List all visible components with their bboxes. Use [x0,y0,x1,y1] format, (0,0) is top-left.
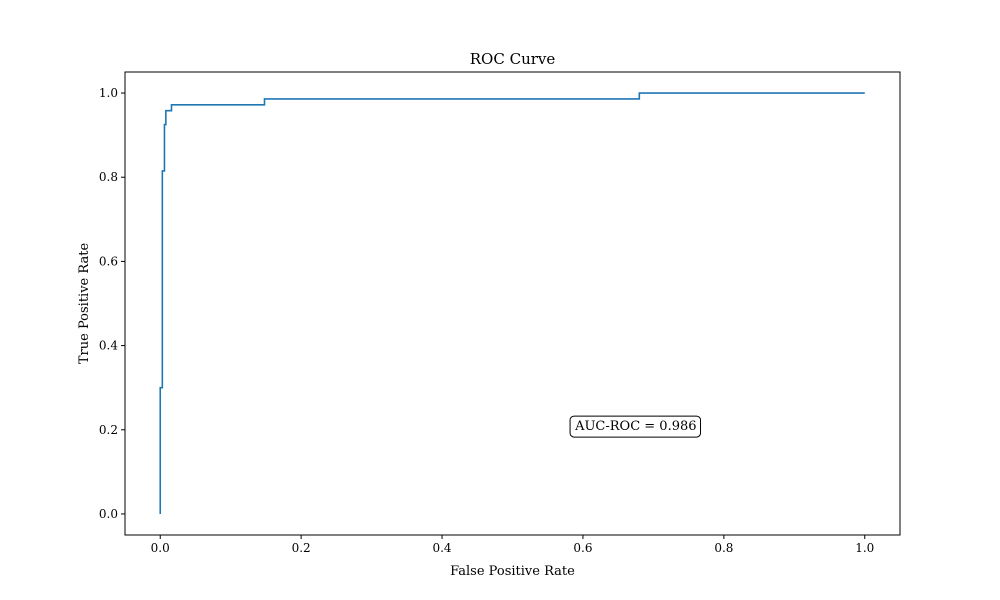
x-axis-label: False Positive Rate [450,564,575,579]
y-tick-label: 0.8 [99,170,118,184]
series-layer [159,92,865,514]
roc-curve-line [159,92,865,514]
x-tick-label: 0.6 [573,541,592,555]
y-ticks: 0.0 0.2 0.4 0.6 0.8 1.0 [99,86,125,521]
x-tick-label: 0.0 [151,541,170,555]
x-ticks: 0.0 0.2 0.4 0.6 0.8 1.0 [151,535,874,555]
y-tick-label: 0.6 [99,254,118,268]
y-tick-label: 0.0 [99,507,118,521]
y-tick-label: 1.0 [99,86,118,100]
y-tick-label: 0.2 [99,423,118,437]
auc-annotation-text: AUC-ROC = 0.986 [574,419,696,434]
annotation-box [569,415,702,438]
y-tick-label: 0.4 [99,339,118,353]
x-tick-label: 0.4 [432,541,451,555]
x-tick-label: 1.0 [855,541,874,555]
auc-annotation: AUC-ROC = 0.986 [569,415,702,438]
plot-frame [124,71,901,536]
chart-title: ROC Curve [470,50,556,68]
annotations: AUC-ROC = 0.986 [569,415,702,438]
x-tick-label: 0.8 [714,541,733,555]
y-axis-label: True Positive Rate [77,243,92,365]
x-tick-label: 0.2 [292,541,311,555]
